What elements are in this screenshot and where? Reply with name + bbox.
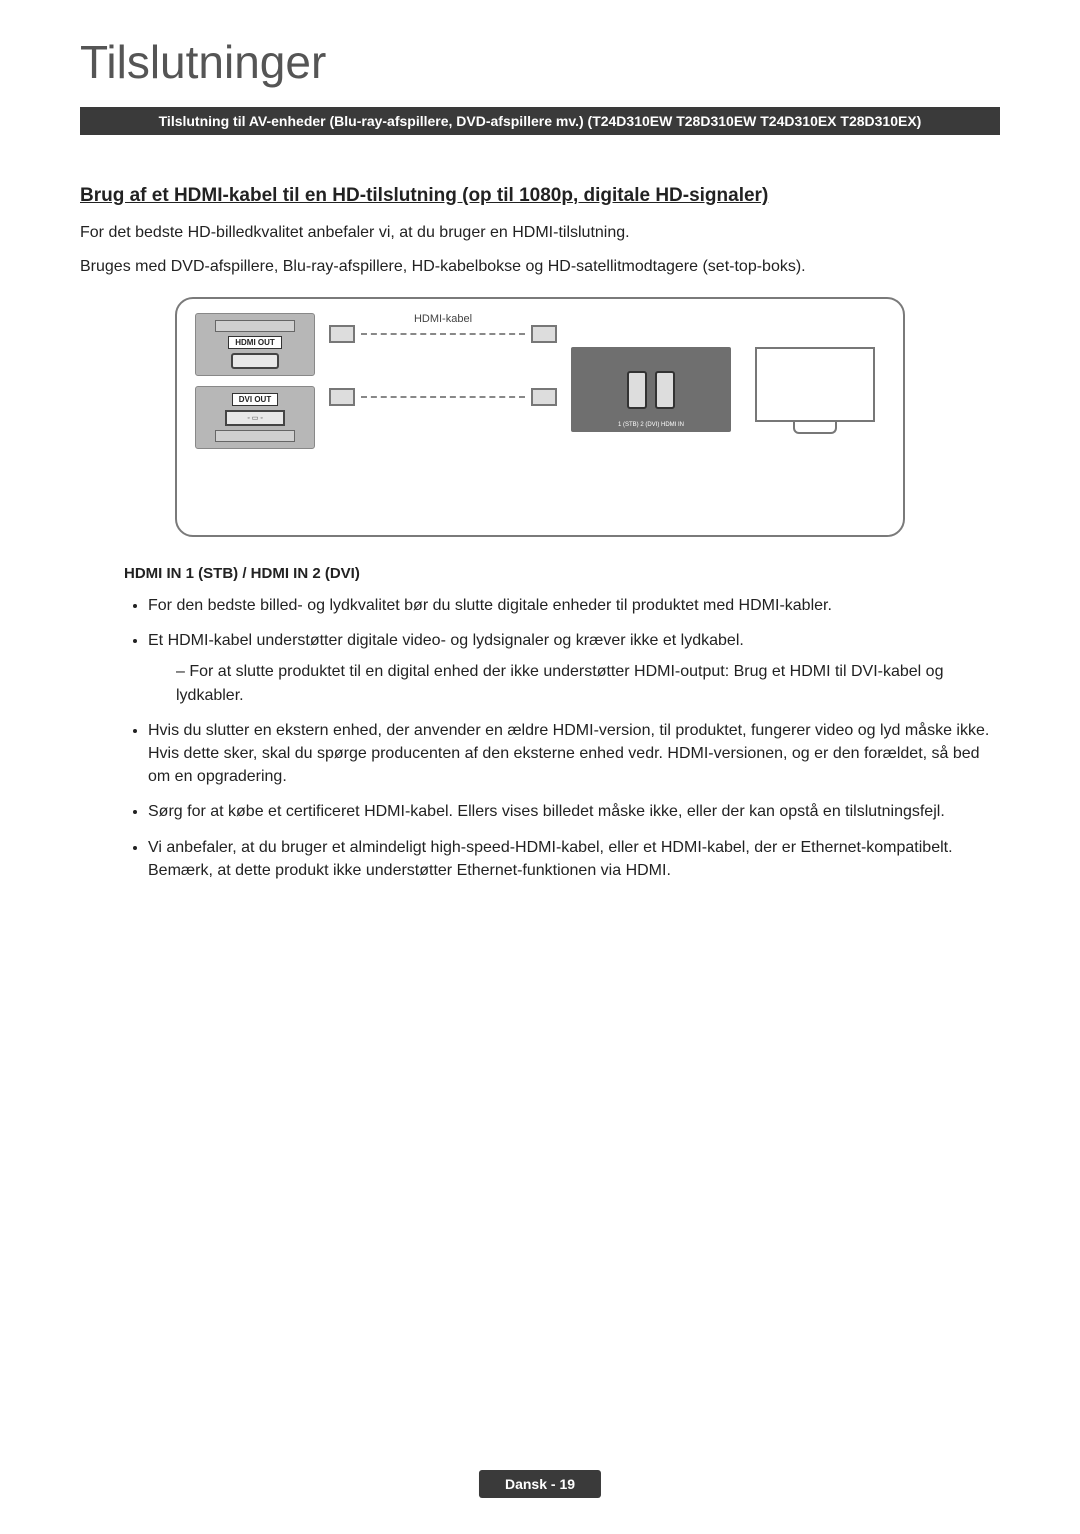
list-item: Et HDMI-kabel understøtter digitale vide…: [148, 629, 1000, 707]
cable-top-group: HDMI-kabel: [329, 313, 557, 343]
sub-list-item: For at slutte produktet til en digital e…: [176, 660, 1000, 706]
intro-paragraph-2: Bruges med DVD-afspillere, Blu-ray-afspi…: [80, 255, 1000, 279]
monitor-column: [745, 347, 885, 422]
list-item: Vi anbefaler, at du bruger et almindelig…: [148, 836, 1000, 882]
hdmi-cable-row: [329, 325, 557, 343]
section-heading: Brug af et HDMI-kabel til en HD-tilslutn…: [80, 185, 1000, 207]
list-item: For den bedste billed- og lydkvalitet bø…: [148, 594, 1000, 617]
dvi-out-label: DVI OUT: [232, 393, 278, 406]
page-title: Tilslutninger: [80, 35, 1000, 89]
hdmi-in-2-socket-icon: [655, 371, 675, 409]
connection-diagram: HDMI OUT DVI OUT ◦ ▭ ◦ HDMI-kabel: [175, 297, 905, 537]
section-banner: Tilslutning til AV-enheder (Blu-ray-afsp…: [80, 107, 1000, 135]
hdmi-source-device: HDMI OUT: [195, 313, 315, 376]
source-devices-column: HDMI OUT DVI OUT ◦ ▭ ◦: [195, 313, 315, 449]
list-item: Hvis du slutter en ekstern enhed, der an…: [148, 719, 1000, 789]
cable-line-icon: [361, 396, 525, 398]
hdmi-out-label: HDMI OUT: [228, 336, 282, 349]
hdmi-in-socket-label: 1 (STB) 2 (DVI) HDMI IN: [571, 422, 731, 428]
list-item: Sørg for at købe et certificeret HDMI-ka…: [148, 800, 1000, 823]
list-item-text: Et HDMI-kabel understøtter digitale vide…: [148, 632, 744, 649]
cable-line-icon: [361, 333, 525, 335]
hdmi-cable-label: HDMI-kabel: [329, 313, 557, 325]
hdmi-in-1-socket-icon: [627, 371, 647, 409]
sub-list: For at slutte produktet til en digital e…: [148, 660, 1000, 706]
dvi-source-device: DVI OUT ◦ ▭ ◦: [195, 386, 315, 449]
device-slot-icon: [215, 320, 295, 332]
dvi-cable-row: [329, 388, 557, 406]
monitor-icon: [755, 347, 875, 422]
dvi-plug-icon: [329, 388, 355, 406]
hdmi-plug-icon: [531, 388, 557, 406]
hdmi-plug-icon: [329, 325, 355, 343]
page-footer: Dansk - 19: [479, 1470, 601, 1498]
intro-paragraph-1: For det bedste HD-billedkvalitet anbefal…: [80, 221, 1000, 245]
cable-column: HDMI-kabel: [329, 313, 557, 406]
bullet-list: For den bedste billed- og lydkvalitet bø…: [80, 594, 1000, 882]
hdmi-in-subheading: HDMI IN 1 (STB) / HDMI IN 2 (DVI): [124, 565, 1000, 582]
hdmi-port-icon: [231, 353, 279, 369]
tv-rear-panel: 1 (STB) 2 (DVI) HDMI IN: [571, 347, 731, 432]
hdmi-plug-icon: [531, 325, 557, 343]
dvi-port-icon: ◦ ▭ ◦: [225, 410, 285, 426]
device-slot-icon: [215, 430, 295, 442]
connection-diagram-wrap: HDMI OUT DVI OUT ◦ ▭ ◦ HDMI-kabel: [80, 297, 1000, 537]
